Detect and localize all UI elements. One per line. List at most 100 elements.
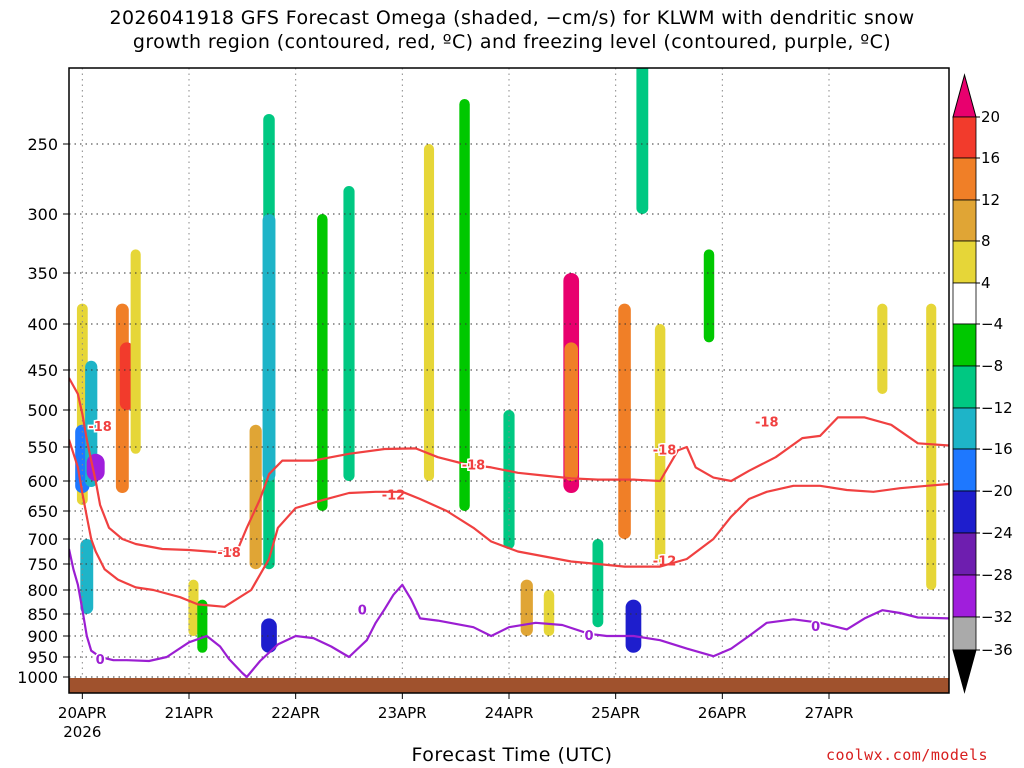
x-tick-label: 24APR xyxy=(485,704,534,722)
colorbar-label: 20 xyxy=(981,108,1000,126)
x-tick-label: 27APR xyxy=(805,704,854,722)
colorbar-bin xyxy=(952,240,977,284)
omega-cell xyxy=(459,99,470,511)
omega-cell xyxy=(543,590,555,636)
omega-cell xyxy=(926,303,937,590)
omega-cell xyxy=(654,324,666,564)
x-tick-label: 20APR xyxy=(58,704,107,722)
x-tick-label: 26APR xyxy=(698,704,747,722)
x-axis: 20APR 21APR 22APR 23APR 24APR 25APR 26APR 27APR… xyxy=(58,693,853,741)
colorbar-bin xyxy=(952,365,977,409)
y-tick-label: 250 xyxy=(27,135,58,154)
colorbar-label: −24 xyxy=(981,524,1013,542)
y-axis: 250 300 350 400 450 500 550 600 650 700 750 800 850 9… xyxy=(17,135,69,687)
colorbar-bin xyxy=(952,157,977,201)
contour-label: -12 xyxy=(382,488,406,503)
colorbar-label: −8 xyxy=(981,357,1003,375)
omega-cell xyxy=(261,618,277,653)
x-tick-label: 22APR xyxy=(271,704,320,722)
y-tick-label: 550 xyxy=(27,438,58,457)
omega-cell xyxy=(343,186,355,481)
y-tick-label: 1000 xyxy=(17,668,58,687)
colorbar-bin xyxy=(952,532,977,576)
y-tick-label: 450 xyxy=(27,361,58,380)
omega-cell xyxy=(197,599,208,653)
x-tick-label: 23APR xyxy=(378,704,427,722)
contour-line xyxy=(69,548,949,679)
colorbar-bin xyxy=(952,282,977,325)
colorbar-label: −16 xyxy=(981,440,1013,458)
y-tick-label: 900 xyxy=(27,627,58,646)
contour-line xyxy=(69,439,949,608)
contour-line xyxy=(69,377,949,554)
omega-cell xyxy=(592,539,604,628)
y-tick-label: 650 xyxy=(27,502,58,521)
x-tick-label: 25APR xyxy=(591,704,640,722)
y-tick-label: 800 xyxy=(27,581,58,600)
omega-cell xyxy=(80,539,94,614)
y-tick-label: 750 xyxy=(27,555,58,574)
omega-shading xyxy=(75,68,937,653)
y-tick-label: 600 xyxy=(27,472,58,491)
omega-cell xyxy=(130,249,141,454)
y-tick-label: 950 xyxy=(27,648,58,667)
colorbar-bin xyxy=(952,116,977,159)
colorbar-bin xyxy=(952,323,977,367)
credit-link[interactable]: coolwx.com/models xyxy=(826,746,989,764)
chart-title-line-2: growth region (contoured, red, ºC) and f… xyxy=(132,31,892,53)
colorbar-bin xyxy=(952,490,977,534)
colorbar-cap-top xyxy=(952,73,977,118)
omega-cell xyxy=(262,214,276,481)
omega-cell xyxy=(520,579,533,636)
omega-cell xyxy=(317,214,328,511)
colorbar-label: −32 xyxy=(981,608,1013,626)
y-tick-label: 350 xyxy=(27,264,58,283)
chart-title-line-1: 2026041918 GFS Forecast Omega (shaded, −… xyxy=(109,7,915,29)
contour-label: 0 xyxy=(358,604,367,619)
omega-cell xyxy=(703,249,715,343)
colorbar-bin xyxy=(952,574,977,618)
contour-label: -18 xyxy=(755,416,779,431)
colorbar-label: −12 xyxy=(981,399,1013,417)
contour-label: -18 xyxy=(88,420,112,435)
colorbar: 20 16 12 8 4 −4 −8 −12 −16 −20 −24 −28 −32 −36 xyxy=(952,73,1013,694)
y-tick-label: 400 xyxy=(27,315,58,334)
omega-cell xyxy=(636,68,649,214)
contour-label: -18 xyxy=(653,443,677,458)
y-tick-label: 850 xyxy=(27,605,58,624)
colorbar-bin xyxy=(952,199,977,242)
colorbar-label: 8 xyxy=(981,232,991,250)
colorbar-cap-bottom xyxy=(952,649,977,694)
colorbar-label: −20 xyxy=(981,482,1013,500)
y-tick-label: 500 xyxy=(27,401,58,420)
omega-cell xyxy=(188,579,199,636)
colorbar-bin xyxy=(952,448,977,492)
ground-surface xyxy=(69,678,949,693)
contour-label: 0 xyxy=(811,620,820,635)
grid-lines xyxy=(69,68,949,693)
contour-label: 0 xyxy=(96,653,105,668)
contour-label: 0 xyxy=(584,629,593,644)
colorbar-label: 4 xyxy=(981,274,991,292)
omega-cell xyxy=(877,303,888,394)
x-tick-year: 2026 xyxy=(63,723,101,741)
colorbar-label: 16 xyxy=(981,149,1000,167)
colorbar-label: 12 xyxy=(981,191,1000,209)
colorbar-bin xyxy=(952,616,977,651)
colorbar-bin xyxy=(952,407,977,450)
y-tick-label: 700 xyxy=(27,530,58,549)
contour-label: -18 xyxy=(217,546,241,561)
colorbar-label: −28 xyxy=(981,566,1013,584)
omega-cell xyxy=(625,599,642,653)
omega-cell xyxy=(249,424,262,570)
y-tick-label: 300 xyxy=(27,205,58,224)
omega-cell xyxy=(119,342,134,410)
x-tick-label: 21APR xyxy=(165,704,214,722)
omega-cell xyxy=(503,410,515,549)
contour-label: -18 xyxy=(462,458,486,473)
colorbar-label: −36 xyxy=(981,641,1013,659)
omega-cell xyxy=(618,303,631,539)
omega-cell xyxy=(423,144,435,481)
